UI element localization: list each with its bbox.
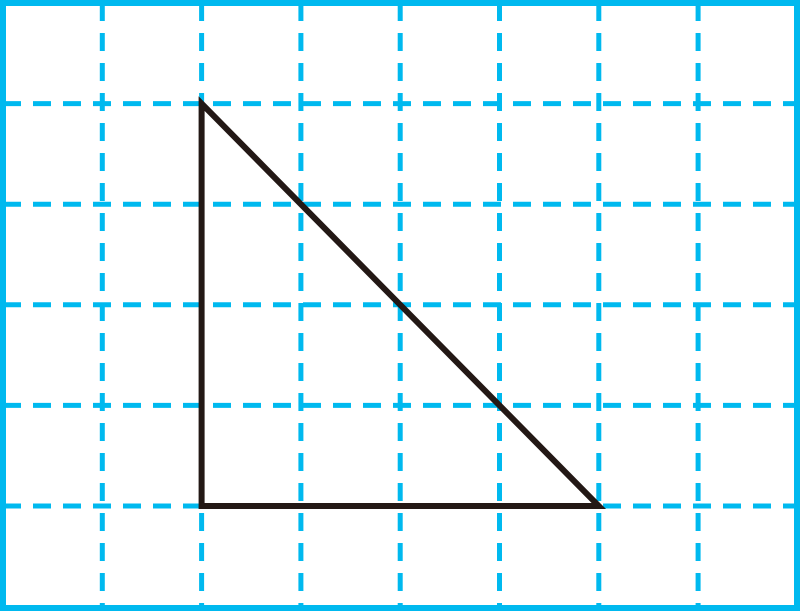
right-triangle (198, 96, 606, 509)
